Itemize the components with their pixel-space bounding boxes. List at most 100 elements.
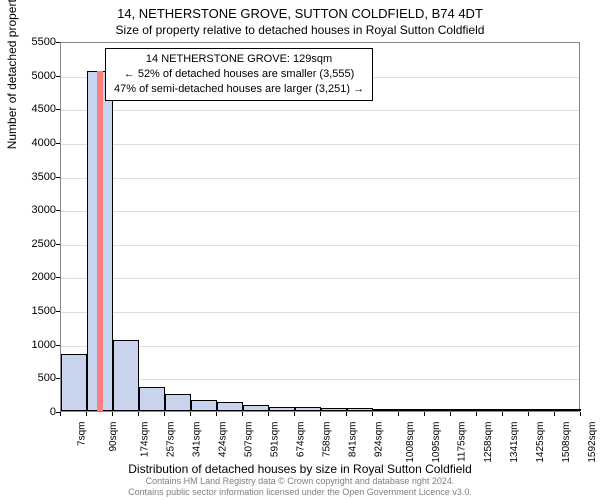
gridline (61, 245, 579, 246)
x-tick-mark (164, 412, 165, 416)
histogram-bar (321, 408, 347, 411)
histogram-bar (217, 402, 243, 411)
y-tick-label: 5500 (16, 36, 56, 48)
y-tick-mark (56, 311, 60, 312)
x-tick-label: 1508sqm (561, 422, 572, 463)
x-tick-mark (86, 412, 87, 416)
x-tick-mark (320, 412, 321, 416)
x-tick-mark (138, 412, 139, 416)
histogram-bar (295, 407, 321, 411)
x-tick-label: 90sqm (108, 422, 119, 452)
x-tick-mark (580, 412, 581, 416)
x-tick-mark (450, 412, 451, 416)
x-tick-label: 1258sqm (483, 422, 494, 463)
chart-title: 14, NETHERSTONE GROVE, SUTTON COLDFIELD,… (0, 0, 600, 21)
footer-line-1: Contains HM Land Registry data © Crown c… (0, 476, 600, 487)
x-tick-label: 1008sqm (405, 422, 416, 463)
x-tick-mark (216, 412, 217, 416)
y-tick-mark (56, 210, 60, 211)
x-tick-label: 1592sqm (587, 422, 598, 463)
histogram-bar (425, 409, 451, 411)
histogram-bar (61, 354, 87, 411)
gridline (61, 144, 579, 145)
info-line-2: ← 52% of detached houses are smaller (3,… (114, 67, 364, 82)
y-tick-mark (56, 244, 60, 245)
gridline (61, 110, 579, 111)
y-tick-label: 1500 (16, 305, 56, 317)
y-tick-label: 4000 (16, 137, 56, 149)
histogram-bar (191, 400, 217, 411)
x-tick-mark (294, 412, 295, 416)
x-tick-label: 1341sqm (509, 422, 520, 463)
y-tick-mark (56, 177, 60, 178)
y-tick-mark (56, 76, 60, 77)
info-box: 14 NETHERSTONE GROVE: 129sqm ← 52% of de… (105, 48, 373, 101)
gridline (61, 211, 579, 212)
gridline (61, 312, 579, 313)
y-tick-mark (56, 143, 60, 144)
y-tick-label: 2500 (16, 238, 56, 250)
x-tick-mark (424, 412, 425, 416)
x-tick-mark (476, 412, 477, 416)
y-tick-mark (56, 378, 60, 379)
histogram-bar (269, 407, 295, 411)
histogram-bar (113, 340, 139, 411)
x-tick-label: 1425sqm (535, 422, 546, 463)
x-axis-label: Distribution of detached houses by size … (0, 462, 600, 476)
histogram-bar (243, 405, 269, 411)
y-tick-label: 2000 (16, 271, 56, 283)
y-tick-label: 1000 (16, 339, 56, 351)
y-tick-label: 3000 (16, 204, 56, 216)
footer: Contains HM Land Registry data © Crown c… (0, 476, 600, 498)
histogram-bar (529, 409, 555, 411)
x-tick-label: 674sqm (296, 422, 307, 458)
y-tick-label: 3500 (16, 171, 56, 183)
histogram-bar (165, 394, 191, 411)
x-tick-label: 1175sqm (456, 422, 467, 462)
x-tick-mark (372, 412, 373, 416)
histogram-bar (373, 409, 399, 411)
histogram-bar (503, 409, 529, 411)
x-tick-mark (398, 412, 399, 416)
x-tick-label: 841sqm (348, 422, 359, 458)
histogram-bar (477, 409, 503, 411)
y-tick-label: 5000 (16, 70, 56, 82)
info-line-1: 14 NETHERSTONE GROVE: 129sqm (114, 52, 364, 67)
x-tick-label: 758sqm (322, 422, 333, 458)
y-tick-label: 500 (16, 372, 56, 384)
x-tick-label: 591sqm (270, 422, 281, 458)
x-tick-mark (554, 412, 555, 416)
gridline (61, 178, 579, 179)
x-tick-label: 257sqm (166, 422, 177, 458)
histogram-bar (347, 408, 373, 411)
y-tick-mark (56, 42, 60, 43)
x-tick-label: 1095sqm (431, 422, 442, 463)
y-tick-mark (56, 345, 60, 346)
x-tick-label: 424sqm (218, 422, 229, 458)
histogram-bar (451, 409, 477, 411)
x-tick-mark (190, 412, 191, 416)
histogram-bar (555, 409, 581, 411)
x-tick-mark (112, 412, 113, 416)
x-tick-mark (268, 412, 269, 416)
x-tick-label: 7sqm (76, 422, 87, 446)
x-tick-label: 174sqm (140, 422, 151, 458)
info-line-3: 47% of semi-detached houses are larger (… (114, 82, 364, 97)
gridline (61, 278, 579, 279)
chart-subtitle: Size of property relative to detached ho… (0, 21, 600, 37)
histogram-bar (139, 387, 165, 411)
x-tick-mark (60, 412, 61, 416)
x-tick-mark (346, 412, 347, 416)
x-tick-label: 507sqm (244, 422, 255, 458)
y-tick-label: 0 (16, 406, 56, 418)
x-tick-label: 341sqm (192, 422, 203, 458)
y-tick-mark (56, 277, 60, 278)
x-tick-mark (242, 412, 243, 416)
x-tick-mark (502, 412, 503, 416)
x-tick-label: 924sqm (374, 422, 385, 458)
y-tick-label: 4500 (16, 103, 56, 115)
footer-line-2: Contains public sector information licen… (0, 487, 600, 498)
histogram-bar (399, 409, 425, 411)
x-tick-mark (528, 412, 529, 416)
y-tick-mark (56, 109, 60, 110)
